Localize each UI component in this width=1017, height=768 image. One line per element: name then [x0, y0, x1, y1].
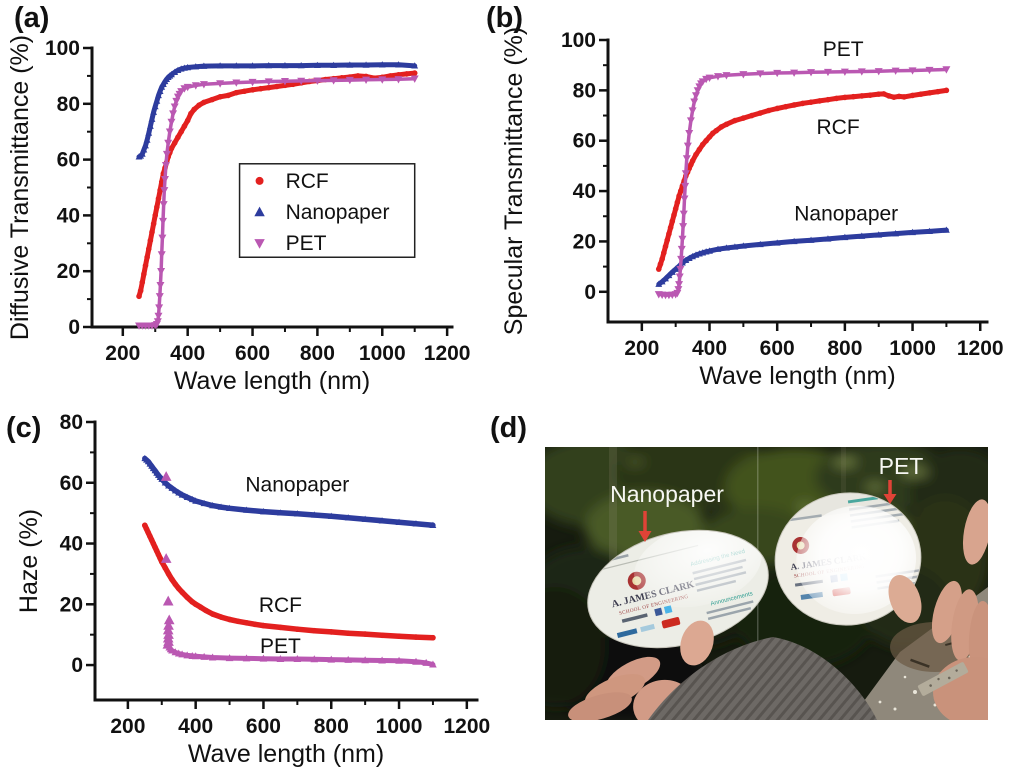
y-axis-title: Specular Transmittance (%) — [500, 27, 528, 335]
photo-label-pet: PET — [879, 453, 924, 479]
svg-text:400: 400 — [178, 715, 213, 738]
tree-trunk — [609, 447, 617, 637]
series-pet — [160, 471, 437, 668]
linkedin-icon — [616, 628, 638, 638]
twitter-icon — [663, 605, 673, 614]
svg-text:40: 40 — [573, 180, 596, 203]
photo-nanopaper-pet-comparison: A. JAMES CLARK SCHOOL OF ENGINEERING — [505, 432, 1017, 731]
svg-text:600: 600 — [246, 715, 281, 738]
svg-text:20: 20 — [573, 230, 596, 253]
svg-text:60: 60 — [60, 472, 83, 495]
legend-label-nanopaper: Nanopaper — [286, 201, 390, 224]
sun-glare — [796, 505, 917, 614]
x-axis-title: Wave length (nm) — [188, 740, 384, 768]
series-nanopaper — [135, 61, 419, 160]
curve-label-pet: PET — [823, 38, 864, 61]
svg-text:400: 400 — [692, 337, 727, 360]
y-axis-title: Diffusive Transmittance (%) — [6, 35, 34, 340]
svg-text:60: 60 — [57, 149, 80, 172]
chart-haze: 200 400 600 800 1000 1200 0 20 40 60 80 Wave length… — [15, 411, 491, 768]
svg-text:0: 0 — [71, 654, 83, 677]
svg-text:20: 20 — [60, 593, 83, 616]
svg-text:200: 200 — [624, 337, 659, 360]
x-axis-title: Wave length (nm) — [174, 367, 370, 395]
axes: 200 400 600 800 1000 1200 0 20 40 60 80 — [60, 411, 491, 738]
svg-text:800: 800 — [300, 342, 335, 365]
svg-text:1000: 1000 — [889, 337, 936, 360]
svg-text:0: 0 — [584, 281, 596, 304]
sweater-sleeve — [648, 637, 877, 720]
curve-label-nanopaper: Nanopaper — [245, 473, 349, 496]
axes: 200 400 600 800 1000 1200 0 20 40 60 80 100 — [45, 37, 471, 365]
svg-text:40: 40 — [57, 204, 80, 227]
svg-text:0: 0 — [68, 316, 80, 339]
series-rcf — [142, 522, 436, 641]
series-rcf — [655, 87, 950, 272]
legend-label-pet: PET — [286, 232, 327, 255]
panel-letter-b: (b) — [486, 2, 524, 34]
curve-label-pet: PET — [260, 635, 301, 658]
chart-diffusive-transmittance: 200 400 600 800 1000 1200 0 20 40 60 80 100 Wave len… — [6, 35, 471, 395]
svg-text:80: 80 — [57, 93, 80, 116]
svg-text:200: 200 — [110, 715, 145, 738]
panel-letter-d: (d) — [490, 412, 528, 444]
svg-text:400: 400 — [170, 342, 205, 365]
svg-text:100: 100 — [561, 29, 596, 52]
legend-label-rcf: RCF — [286, 170, 329, 193]
legend: RCF Nanopaper PET — [238, 163, 416, 258]
axes: 200 400 600 800 1000 1200 0 20 40 60 80 100 — [561, 29, 1004, 360]
right-thumb — [888, 574, 922, 624]
svg-text:800: 800 — [314, 715, 349, 738]
svg-text:80: 80 — [573, 79, 596, 102]
y-axis-title: Haze (%) — [15, 509, 43, 613]
svg-text:1200: 1200 — [957, 337, 1004, 360]
series-pet — [654, 66, 951, 300]
curve-label-nanopaper: Nanopaper — [794, 203, 898, 226]
series-nanopaper — [141, 454, 437, 529]
svg-text:40: 40 — [60, 533, 83, 556]
svg-text:1200: 1200 — [443, 715, 490, 738]
nanopaper-disc: Addressing the Need Announcements A. JAM… — [581, 523, 769, 649]
arrow-down-icon — [638, 511, 652, 542]
youtube-icon — [661, 617, 681, 629]
photo-panel: A. JAMES CLARK SCHOOL OF ENGINEERING — [505, 432, 1017, 731]
x-axis-title: Wave length (nm) — [699, 362, 895, 390]
svg-text:600: 600 — [760, 337, 795, 360]
series-pet — [135, 75, 419, 330]
arrow-down-icon — [883, 480, 897, 504]
svg-text:1000: 1000 — [376, 715, 423, 738]
svg-text:80: 80 — [60, 411, 83, 434]
left-thumb — [680, 620, 714, 666]
curve-label-rcf: RCF — [259, 594, 302, 617]
series-nanopaper — [655, 226, 950, 287]
pet-disc: A. JAMES CLARK SCHOOL OF ENGINEERING — [766, 483, 922, 626]
svg-text:60: 60 — [573, 130, 596, 153]
svg-text:1200: 1200 — [424, 342, 471, 365]
photo-label-nanopaper: Nanopaper — [610, 481, 724, 507]
curve-label-rcf: RCF — [817, 116, 860, 139]
svg-text:800: 800 — [827, 337, 862, 360]
panel-letter-c: (c) — [6, 412, 42, 444]
sun-glare — [634, 523, 762, 608]
chart-specular-transmittance: 200 400 600 800 1000 1200 0 20 40 60 80 100 Wave len… — [500, 27, 1004, 390]
sample-strip — [917, 662, 969, 696]
panel-letter-a: (a) — [14, 2, 50, 34]
facebook-icon — [654, 607, 663, 617]
svg-text:20: 20 — [57, 260, 80, 283]
svg-text:100: 100 — [45, 37, 80, 60]
svg-text:1000: 1000 — [359, 342, 406, 365]
svg-text:200: 200 — [105, 342, 140, 365]
svg-text:600: 600 — [235, 342, 270, 365]
